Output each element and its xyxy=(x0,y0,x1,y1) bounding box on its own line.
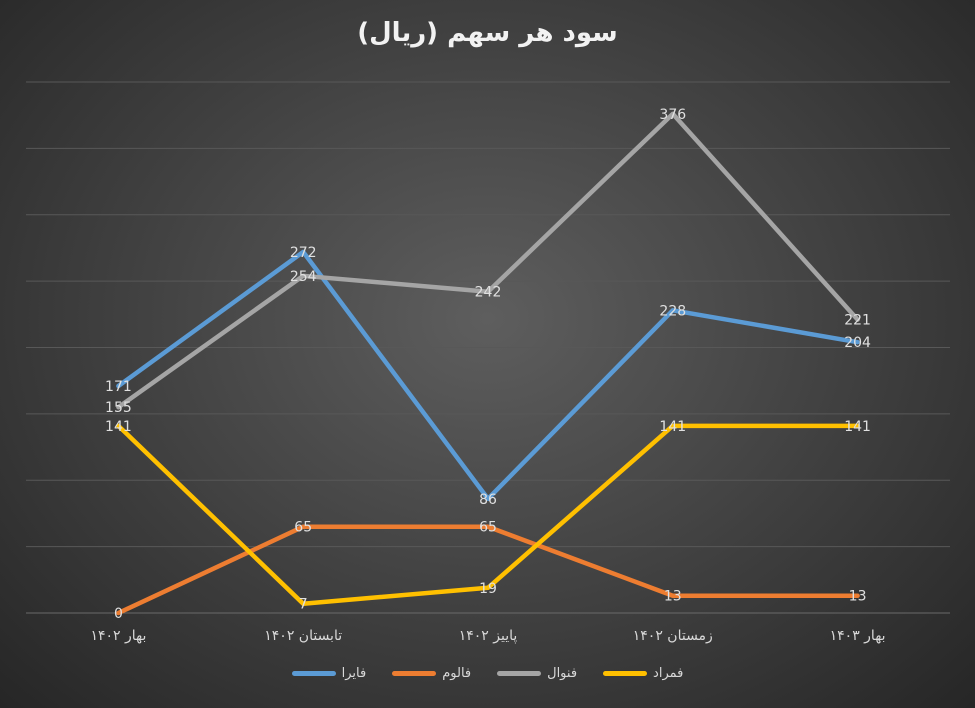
series-line-1 xyxy=(116,524,860,616)
x-tick-label: پاییز ۱۴۰۲ xyxy=(459,628,518,644)
data-label: 0 xyxy=(114,606,123,622)
data-label: 221 xyxy=(844,313,871,329)
legend-item-falum[interactable]: فالوم xyxy=(392,666,471,681)
gridlines xyxy=(26,81,950,614)
data-label: 171 xyxy=(105,379,132,395)
data-label: 204 xyxy=(844,335,871,351)
data-label: 13 xyxy=(664,589,682,605)
data-label: 155 xyxy=(105,400,132,416)
data-label: 65 xyxy=(294,520,312,536)
legend-swatch xyxy=(291,671,336,676)
series-line-2 xyxy=(116,111,860,410)
legend-swatch xyxy=(392,671,437,676)
data-label: 228 xyxy=(659,303,686,319)
data-label: 272 xyxy=(290,245,317,261)
data-label: 141 xyxy=(659,419,686,435)
data-label: 13 xyxy=(849,589,867,605)
data-label: 376 xyxy=(659,107,686,123)
series-lines xyxy=(116,111,860,616)
x-tick-label: بهار ۱۴۰۲ xyxy=(90,628,146,644)
chart-title: سود هر سهم (ریال) xyxy=(357,18,618,48)
data-label: 141 xyxy=(105,419,132,435)
legend-label: فالوم xyxy=(442,666,472,681)
data-label: 86 xyxy=(479,492,497,508)
legend-swatch xyxy=(603,671,648,676)
legend-swatch xyxy=(497,671,542,676)
legend-item-famrad[interactable]: فمراد xyxy=(603,666,683,681)
x-tick-label: زمستان ۱۴۰۲ xyxy=(633,628,713,644)
legend-label: فنوال xyxy=(547,666,578,681)
x-tick-label: تابستان ۱۴۰۲ xyxy=(264,628,342,644)
series-line-0 xyxy=(116,249,860,502)
legend-label: فایرا xyxy=(341,666,367,681)
legend-item-faira[interactable]: فایرا xyxy=(291,666,367,681)
data-label: 19 xyxy=(479,581,497,597)
legend: فایرا فالوم فنوال فمراد xyxy=(0,666,975,681)
data-label: 141 xyxy=(844,419,871,435)
legend-label: فمراد xyxy=(653,666,684,681)
data-label: 242 xyxy=(475,285,502,301)
x-tick-label: بهار ۱۴۰۳ xyxy=(830,628,886,644)
data-labels: 171 272 86 228 204 0 65 65 13 13 155 254 242 376 221 14… xyxy=(105,107,871,622)
data-label: 254 xyxy=(290,269,317,285)
data-label: 65 xyxy=(479,520,497,536)
data-label: 7 xyxy=(299,597,308,613)
x-axis-labels: بهار ۱۴۰۲ تابستان ۱۴۰۲ پاییز ۱۴۰۲ زمستان ۱۴… xyxy=(90,628,885,644)
legend-item-fanval[interactable]: فنوال xyxy=(497,666,577,681)
series-line-3 xyxy=(116,423,860,606)
